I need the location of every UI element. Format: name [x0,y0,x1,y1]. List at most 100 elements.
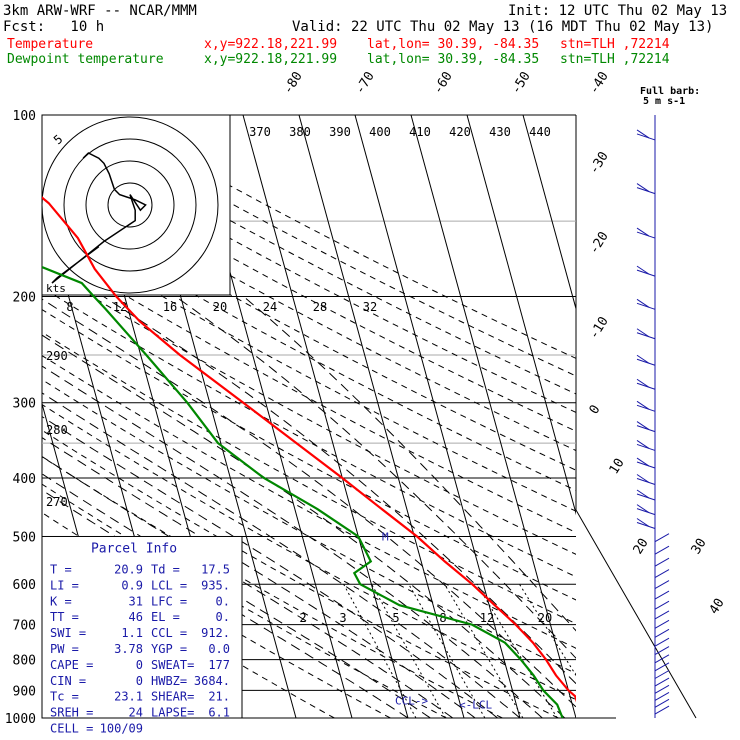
dry-adiabat [42,129,576,413]
parcel-param-name: PW = [50,642,79,656]
wind-barb [636,358,656,366]
wind-barb [654,662,670,672]
parcel-param-name: LCL = [151,578,187,592]
parcel-param-value: 935. [201,578,230,592]
theta-label: 410 [409,125,431,139]
parcel-param-value: 1.1 [121,626,143,640]
legend-temperature-xy: x,y=922.18,221.99 [204,37,338,52]
parcel-param-value: 20.9 [114,562,143,576]
sounding-profiles [42,196,576,718]
wind-barb [636,440,650,449]
parcel-param-name: CCL = [151,626,187,640]
hodograph-speed-label: 8 [66,300,73,314]
right-border-slant [575,509,697,719]
wind-barb [636,457,650,467]
wind-barb [654,610,670,620]
wind-barbs: Full barb:5 m s-1 [636,86,700,718]
wind-barb [654,646,670,656]
parcel-param-value: 23.1 [114,690,143,704]
parcel-param-value: 17.5 [201,562,230,576]
parcel-param-name: LAPSE= [151,706,194,720]
isotherm-line [466,115,576,516]
parcel-param-value: 0.9 [121,578,143,592]
model-title: 3km ARW-WRF -- NCAR/MMM [3,3,197,19]
wind-barb [636,133,656,141]
wind-barb [654,691,670,701]
parcel-param-value: 0.0 [208,642,230,656]
pressure-tick-label-800: 800 [13,654,36,669]
wind-barb [636,269,656,277]
dry-adiabat [42,379,576,675]
hodograph-speed-label: 32 [363,300,377,314]
dry-adiabat [74,115,576,377]
pressure-tick-label-1000: 1000 [5,712,36,727]
isotherm-label: -30 [587,149,612,177]
pressure-tick-label-100: 100 [13,109,36,124]
parcel-param-value: 46 [129,610,143,624]
parcel-param-name: Tc = [50,690,79,704]
theta-label: 440 [529,125,551,139]
pressure-tick-label-300: 300 [13,397,36,412]
wind-barb [654,600,670,610]
wind-barb [636,504,650,514]
dry-adiabat [42,308,576,601]
hodograph-speed-label: 20 [213,300,227,314]
parcel-param-name: T = [50,562,72,576]
dry-adiabat [42,204,576,491]
parcel-param-name: SWI = [50,626,86,640]
parcel-param-name: CAPE = [50,658,93,672]
dry-adiabat [42,331,576,625]
mixing-ratio-label: 5 [392,611,399,625]
isotherm-line [354,115,521,718]
moist-adiabat [42,415,498,718]
wind-barb [636,129,650,139]
parcel-param-value: 21. [208,690,230,704]
forecast-hour: Fcst: 10 h [3,19,105,35]
dry-adiabat [42,244,576,534]
wind-barb [654,545,670,555]
mixing-ratio-line [519,583,576,677]
wind-barb [636,518,650,527]
isotherm-label: 0 [587,403,604,418]
parcel-param-value: 0 [136,658,143,672]
legend-dewpoint-label: Dewpoint temperature [7,52,164,67]
mixing-ratio-line [408,583,486,718]
wind-barb [636,404,656,412]
wind-barb [636,302,656,310]
wind-barb [636,461,656,469]
isotherm-label: -50 [509,69,534,97]
hodograph-trace [51,152,147,284]
parcel-param-name: EL = [151,610,180,624]
series-line-temperature [42,196,576,703]
isotherm-label: 10 [607,456,628,477]
parcel-param-name: YGP = [151,642,187,656]
wind-barb [636,187,656,195]
legend-temperature-label: Temperature [7,37,94,52]
theta-label: 400 [369,125,391,139]
mixing-ratio-label: 20 [538,611,552,625]
dry-adiabat-label: 290 [46,349,68,363]
hodograph-speed-label: 28 [313,300,327,314]
wind-barb [636,474,650,483]
moist-adiabat [243,296,576,632]
isotherm-label: -10 [587,314,612,342]
wind-barb [654,619,670,629]
legend-dewpoint-xy: x,y=922.18,221.99 [204,52,338,67]
hodograph-ring [107,182,153,228]
parcel-param-name: SWEAT= [151,658,194,672]
isotherm-line-unlabeled [635,115,740,718]
wind-barb [636,443,656,451]
parcel-info-panel: Parcel Info T = 20.9 Td = 17.5 LI = 0.9 LCL = 93… [41,535,243,735]
moist-adiabat [175,296,576,659]
isotherm-line [298,115,465,718]
parcel-param-name: LFC = [151,594,187,608]
isotherm-label: -80 [281,69,306,97]
moist-adiabat [42,473,431,718]
parcel-param-value: 24 [129,706,143,720]
hodograph-speed-label: 16 [163,300,177,314]
legend-dewpoint-station: stn=TLH ,72214 [560,52,670,67]
isotherm-label: -40 [587,69,612,97]
wind-barb [636,400,650,410]
legend-dewpoint-latlon: lat,lon= 30.39, -84.35 [367,52,540,67]
